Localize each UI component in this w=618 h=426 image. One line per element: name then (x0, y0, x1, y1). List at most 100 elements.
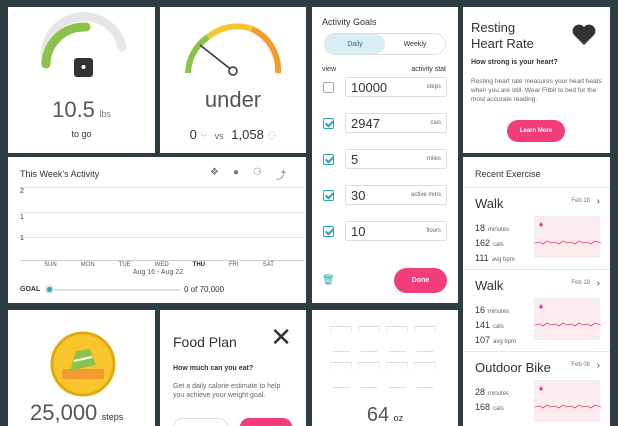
flame-icon[interactable]: ⚆ (253, 167, 262, 178)
day-label: SAT (262, 262, 274, 268)
goal-checkbox[interactable] (323, 226, 334, 237)
food-plan-input[interactable] (173, 418, 228, 426)
done-button[interactable]: Done (394, 268, 447, 293)
weight-card[interactable]: 10.5 lbs to go (8, 7, 155, 153)
day-label: THU (192, 262, 206, 268)
resting-hr-title-2: Heart Rate (471, 36, 534, 51)
food-plan-subtitle: How much can you eat? (173, 365, 254, 372)
goal-label: GOAL (20, 286, 41, 293)
learn-more-button[interactable]: Learn More (507, 120, 565, 142)
steps-value: 25,000 (30, 400, 98, 425)
recent-exercise-card: Recent Exercise Walk Feb 18 › 18 minutes 162 c… (463, 157, 610, 426)
resting-hr-card[interactable]: Resting Heart Rate How strong is your he… (463, 7, 610, 153)
goal-row: 10 floors (312, 221, 458, 243)
stairs-icon[interactable]: ⤴ (276, 171, 286, 182)
exercise-cals: 168 cals (475, 402, 504, 412)
water-cup-icon[interactable] (358, 326, 380, 352)
heart-rate-graph (534, 216, 602, 258)
water-card[interactable]: 64 oz (312, 310, 458, 426)
flame-icon: ⚆ (267, 131, 277, 142)
week-activity-title: This Week's Activity (20, 169, 100, 179)
goal-row: 2947 cals (312, 113, 458, 135)
ytick-top: 2 (20, 188, 24, 195)
goal-slider[interactable] (45, 285, 180, 294)
heart-icon (572, 24, 596, 45)
weight-gauge (40, 12, 127, 77)
goal-value: 0 of 70,000 (184, 285, 225, 294)
goal-checkbox[interactable] (323, 118, 334, 129)
day-label: WED (154, 262, 169, 268)
tab-daily[interactable]: Daily (325, 34, 385, 54)
calories-burned: 1,058 (231, 127, 264, 142)
exercise-name: Outdoor Bike (475, 360, 551, 375)
activity-goals-title: Activity Goals (322, 17, 377, 27)
steps-unit: steps (101, 412, 124, 422)
day-label: MON (80, 262, 95, 268)
exercise-minutes: 18 minutes (475, 223, 510, 233)
food-plan-button[interactable] (240, 418, 292, 426)
goal-row: 10000 steps (312, 77, 458, 99)
goal-checkbox[interactable] (323, 154, 334, 165)
exercise-item[interactable]: Walk Feb 18 › 16 minutes 141 cals 107 avg bpm (463, 269, 610, 349)
goal-slider-knob[interactable] (45, 285, 54, 294)
chevron-right-icon[interactable]: › (596, 278, 600, 289)
water-cup-icon[interactable] (414, 326, 436, 352)
chevron-right-icon[interactable]: › (596, 360, 600, 371)
col-view: view (322, 66, 337, 73)
chevron-right-icon[interactable]: › (596, 196, 600, 207)
shoe-badge-icon (50, 331, 116, 397)
fork-knife-icon: ✕ (270, 322, 292, 352)
calories-vs: vs (214, 131, 224, 141)
day-label: TUE (118, 262, 131, 268)
calories-eaten: 0 (189, 127, 197, 142)
calories-card[interactable]: under 0 ⑂ vs 1,058 ⚆ (160, 7, 306, 153)
exercise-name: Walk (475, 278, 504, 293)
activity-goals-card: Activity Goals Daily Weekly view activit… (312, 7, 458, 303)
steps-card[interactable]: 25,000 steps (8, 310, 155, 426)
weight-sub: to go (71, 129, 92, 139)
calories-gauge (185, 23, 282, 76)
goal-input[interactable]: 10000 steps (345, 77, 447, 97)
resting-hr-subtitle: How strong is your heart? (471, 59, 558, 66)
exercise-cals: 162 cals (475, 238, 504, 248)
exercise-name: Walk (475, 196, 504, 211)
ytick-low: 1 (20, 235, 24, 242)
exercise-date: Feb 08 (571, 362, 590, 368)
goal-input[interactable]: 30 active mins (345, 185, 447, 205)
fork-knife-icon: ⑂ (200, 130, 208, 142)
heart-rate-graph (534, 298, 602, 340)
water-cup-icon[interactable] (330, 362, 352, 388)
exercise-item[interactable]: Walk Feb 18 › 18 minutes 162 cals 111 avg bpm (463, 187, 610, 267)
day-label: SUN (44, 262, 57, 268)
exercise-cals: 141 cals (475, 320, 504, 330)
goal-input[interactable]: 2947 cals (345, 113, 447, 133)
water-cup-icon[interactable] (386, 362, 408, 388)
food-plan-card[interactable]: Food Plan ✕ How much can you eat? Get a … (160, 310, 306, 426)
water-cup-icon[interactable] (330, 326, 352, 352)
water-cup-icon[interactable] (414, 362, 436, 388)
location-icon[interactable]: ● (232, 167, 240, 178)
water-cup-icon[interactable] (358, 362, 380, 388)
week-range: Aug 16 - Aug 22 (132, 269, 184, 276)
goal-input[interactable]: 10 floors (345, 221, 447, 241)
goal-checkbox[interactable] (323, 190, 334, 201)
exercise-bpm: 107 avg bpm (475, 335, 517, 345)
resting-hr-body: Resting heart rate measures your heart b… (471, 78, 602, 103)
week-activity-card[interactable]: This Week's Activity ❖ ● ⚆ ⤴ 2 1 1 SUN MO… (8, 157, 306, 303)
tab-weekly[interactable]: Weekly (403, 40, 427, 48)
heart-rate-graph (534, 380, 602, 422)
goal-checkbox[interactable] (323, 82, 334, 93)
recent-exercise-title: Recent Exercise (475, 169, 541, 179)
food-plan-body: Get a daily calorie estimate to help you… (173, 383, 281, 399)
exercise-date: Feb 18 (571, 198, 590, 204)
ytick-mid: 1 (20, 214, 24, 221)
goal-input[interactable]: 5 miles (345, 149, 447, 169)
resting-hr-title-1: Resting (471, 20, 516, 35)
exercise-item[interactable]: Outdoor Bike Feb 08 › 28 minutes 168 cals (463, 351, 610, 426)
water-cup-icon[interactable] (386, 326, 408, 352)
trash-icon[interactable]: 🗑 (322, 275, 335, 286)
steps-icon[interactable]: ❖ (210, 167, 219, 178)
exercise-minutes: 16 minutes (475, 305, 510, 315)
exercise-date: Feb 18 (571, 280, 590, 286)
weight-unit: lbs (99, 109, 111, 119)
